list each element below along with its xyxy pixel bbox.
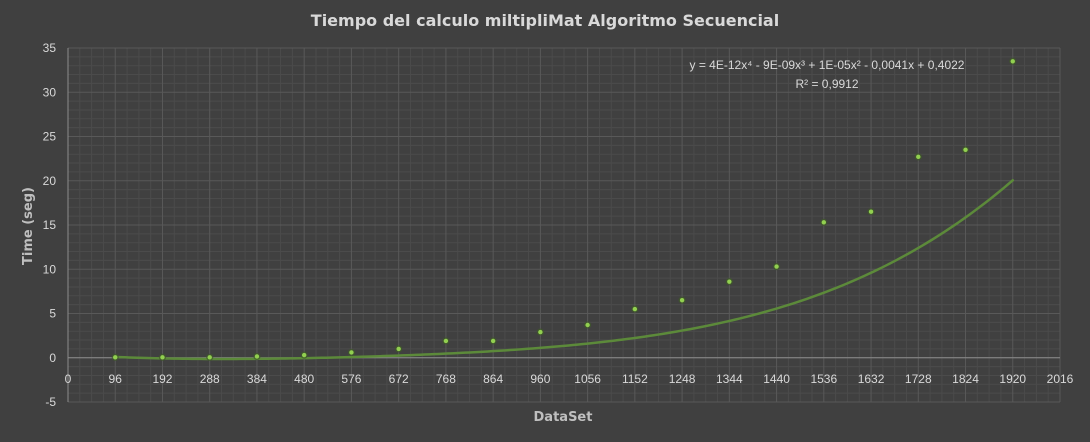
trendline-r-squared: R² = 0,9912 bbox=[795, 77, 858, 91]
chart-title: Tiempo del calculo miltipliMat Algoritmo… bbox=[311, 11, 779, 30]
x-tick-label: 1152 bbox=[622, 372, 648, 386]
x-tick-label: 1248 bbox=[669, 372, 696, 386]
y-tick-label: -5 bbox=[45, 395, 56, 409]
data-point bbox=[632, 306, 638, 312]
data-point bbox=[113, 355, 118, 360]
y-tick-label: 5 bbox=[49, 307, 56, 321]
x-tick-label: 1344 bbox=[716, 372, 743, 386]
data-point bbox=[774, 264, 779, 269]
data-point bbox=[679, 298, 685, 303]
y-tick-label: 20 bbox=[43, 174, 57, 188]
x-tick-label: 576 bbox=[341, 372, 361, 386]
y-tick-label: 30 bbox=[43, 85, 57, 99]
trendline bbox=[113, 179, 1015, 361]
x-tick-label: 192 bbox=[152, 372, 172, 386]
data-point bbox=[160, 355, 165, 360]
x-tick-label: 0 bbox=[65, 372, 72, 386]
x-tick-label: 1824 bbox=[952, 372, 979, 386]
x-tick-label: 1536 bbox=[810, 372, 837, 386]
x-tick-label: 960 bbox=[530, 372, 550, 386]
data-point bbox=[443, 338, 449, 344]
data-point bbox=[396, 346, 401, 352]
y-tick-label: 10 bbox=[43, 262, 57, 276]
x-tick-label: 1728 bbox=[905, 372, 932, 386]
data-point bbox=[868, 209, 874, 214]
x-tick-label: 864 bbox=[483, 372, 503, 386]
y-tick-label: 15 bbox=[43, 218, 57, 232]
y-axis-title: Time (seg) bbox=[21, 187, 36, 265]
x-tick-label: 384 bbox=[247, 372, 267, 386]
data-point bbox=[490, 338, 496, 344]
x-tick-label: 1440 bbox=[763, 372, 790, 386]
trendline-group bbox=[113, 179, 1015, 361]
y-tick-label: 25 bbox=[43, 130, 57, 144]
data-point bbox=[585, 322, 590, 328]
x-axis-title: DataSet bbox=[534, 410, 593, 425]
grid bbox=[67, 47, 1061, 403]
data-point bbox=[538, 329, 543, 335]
data-point bbox=[254, 354, 260, 359]
y-tick-label: 35 bbox=[43, 41, 57, 55]
x-tick-label: 1632 bbox=[858, 372, 885, 386]
x-tick-label: 288 bbox=[200, 372, 220, 386]
x-tick-label: 1056 bbox=[574, 372, 601, 386]
x-tick-label: 96 bbox=[109, 372, 123, 386]
data-point bbox=[821, 220, 827, 225]
data-point bbox=[207, 355, 212, 360]
data-point bbox=[727, 279, 732, 284]
y-tick-label: 0 bbox=[49, 351, 56, 365]
data-point bbox=[1010, 59, 1015, 64]
x-tick-label: 480 bbox=[294, 372, 314, 386]
data-points bbox=[111, 57, 1017, 361]
x-tick-label: 2016 bbox=[1047, 372, 1074, 386]
x-tick-label: 768 bbox=[436, 372, 456, 386]
data-point bbox=[301, 352, 307, 358]
data-point bbox=[349, 350, 354, 355]
data-point bbox=[963, 147, 968, 152]
x-tick-label: 672 bbox=[389, 372, 409, 386]
x-tick-label: 1920 bbox=[999, 372, 1026, 386]
data-point bbox=[916, 154, 921, 160]
trendline-equation: y = 4E-12x⁴ - 9E-09x³ + 1E-05x² - 0,0041… bbox=[690, 58, 965, 72]
